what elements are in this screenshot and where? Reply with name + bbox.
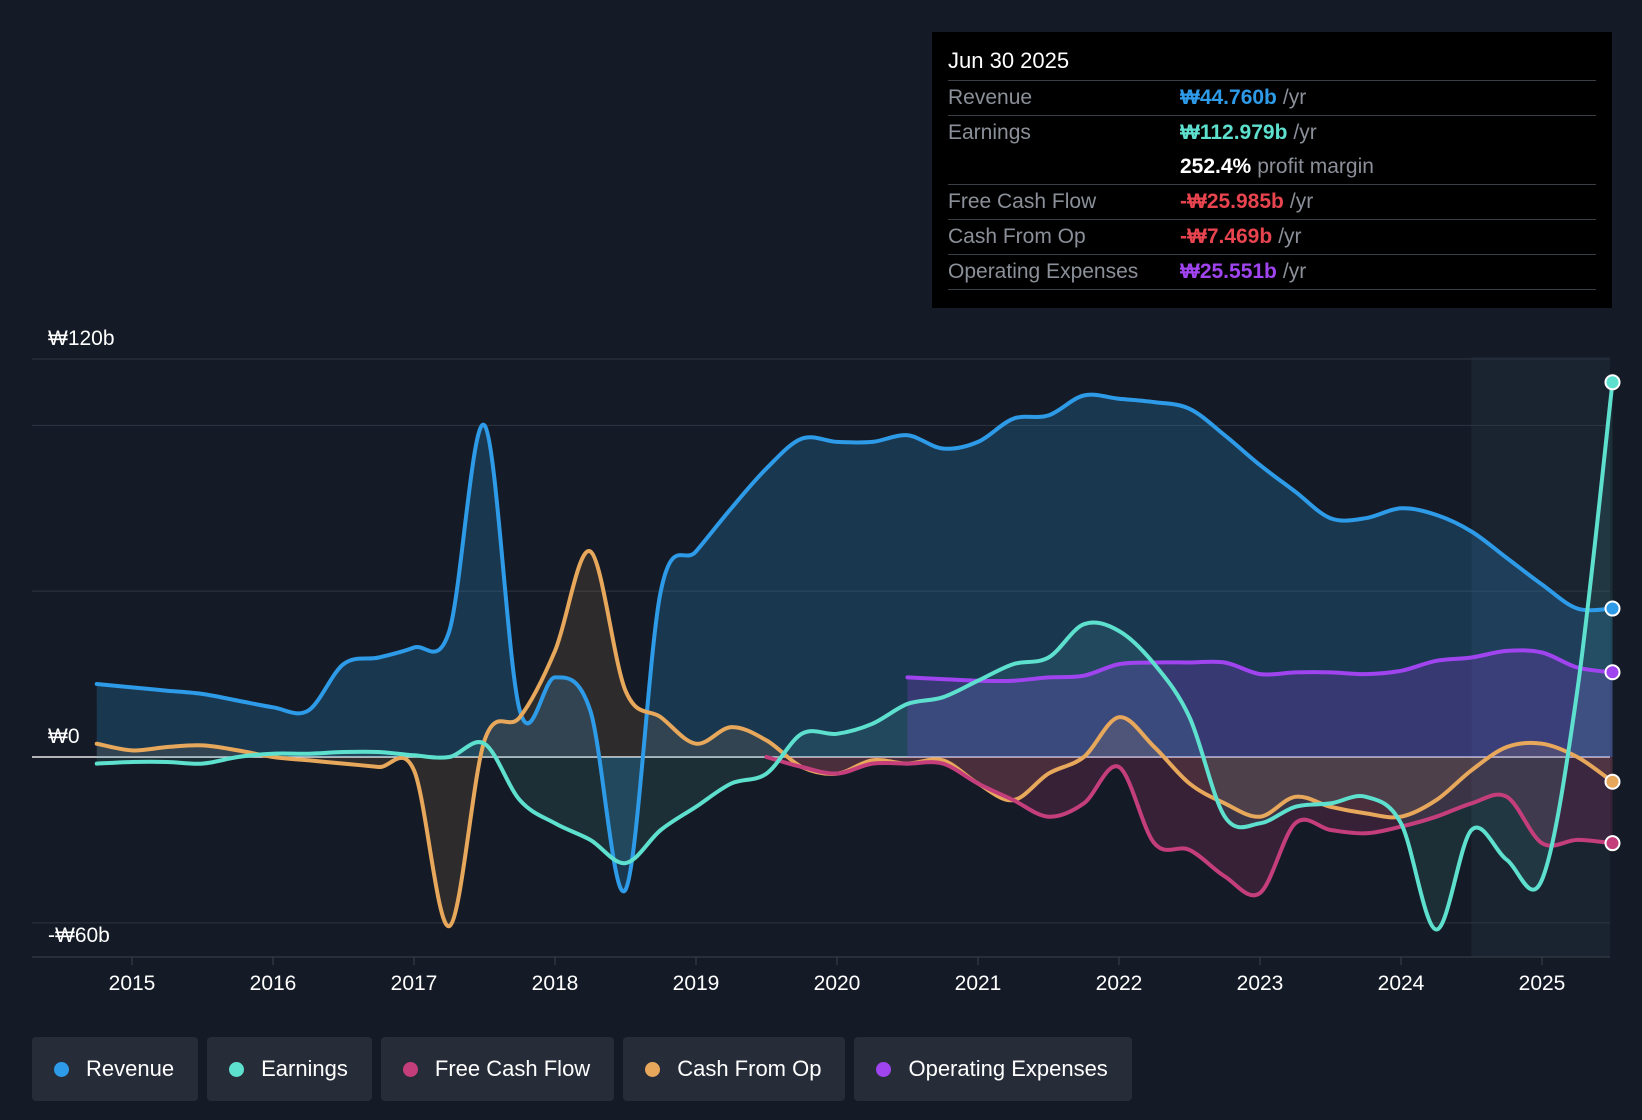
- legend-item-revenue[interactable]: Revenue: [32, 1037, 199, 1101]
- end-dot-cash-from-op: [1604, 773, 1621, 790]
- line-earnings: [94, 380, 1615, 932]
- x-tick-label: 2021: [955, 972, 1002, 995]
- legend-dot-icon: [876, 1061, 892, 1077]
- legend-dot-icon: [645, 1061, 661, 1077]
- tooltip-label: Free Cash Flow: [948, 190, 1097, 213]
- tooltip-row-revenue: Revenue ₩44.760b /yr: [948, 81, 1596, 116]
- tooltip-row-profit-margin: 252.4% profit margin: [948, 150, 1596, 185]
- end-dot-earnings: [1604, 374, 1621, 391]
- series-areas: [96, 382, 1613, 930]
- tooltip-value: 252.4%: [1180, 155, 1252, 178]
- x-tick-label: 2022: [1096, 972, 1143, 995]
- legend-label: Operating Expenses: [908, 1056, 1108, 1081]
- tooltip-row-operating-expenses: Operating Expenses ₩25.551b /yr: [948, 255, 1596, 290]
- x-tick-label: 2017: [391, 972, 438, 995]
- tooltip-value: ₩112.979b: [1180, 121, 1288, 144]
- legend-label: Free Cash Flow: [434, 1056, 591, 1081]
- y-tick-label: -₩60b: [48, 924, 110, 947]
- tooltip-unit: /yr: [1278, 225, 1302, 248]
- area-earnings: [96, 382, 1613, 930]
- y-tick-label: ₩0: [48, 725, 80, 748]
- tooltip-row-earnings: Earnings ₩112.979b /yr: [948, 116, 1596, 150]
- tooltip-label: Earnings: [948, 121, 1031, 144]
- end-dot-operating-expenses: [1604, 664, 1621, 681]
- area-free-cash-flow: [766, 757, 1613, 896]
- x-tick-label: 2025: [1519, 972, 1566, 995]
- end-dot-revenue: [1604, 600, 1621, 617]
- tooltip-value: -₩7.469b: [1180, 225, 1273, 248]
- legend-label: Revenue: [86, 1056, 175, 1081]
- tooltip-value: ₩25.551b: [1180, 260, 1277, 283]
- y-tick-label: ₩120b: [48, 327, 115, 350]
- legend-item-cash-from-op[interactable]: Cash From Op: [623, 1037, 846, 1101]
- tooltip-row-cash-from-op: Cash From Op -₩7.469b /yr: [948, 220, 1596, 255]
- x-tick-label: 2019: [673, 972, 720, 995]
- tooltip-panel: Jun 30 2025 Revenue ₩44.760b /yr Earning…: [932, 32, 1612, 308]
- tooltip-row-free-cash-flow: Free Cash Flow -₩25.985b /yr: [948, 185, 1596, 220]
- tooltip-label: Operating Expenses: [948, 260, 1139, 283]
- x-axis-labels: 2015 2016 2017 2018 2019 2020 2021 2022 2023 2024…: [109, 957, 1566, 995]
- legend-label: Earnings: [261, 1056, 348, 1081]
- tooltip-unit: /yr: [1282, 86, 1307, 109]
- line-revenue: [94, 392, 1615, 894]
- legend-item-free-cash-flow[interactable]: Free Cash Flow: [380, 1037, 615, 1101]
- tooltip-unit: /yr: [1293, 121, 1317, 144]
- legend-label: Cash From Op: [677, 1056, 822, 1081]
- x-tick-label: 2015: [109, 972, 156, 995]
- tooltip-unit: profit margin: [1257, 155, 1374, 178]
- tooltip-value: ₩44.760b: [1180, 86, 1277, 109]
- x-tick-label: 2018: [532, 972, 579, 995]
- series-end-dots: [1604, 374, 1621, 852]
- tooltip-label: Revenue: [948, 86, 1033, 109]
- line-free-cash-flow: [764, 755, 1615, 898]
- tooltip-unit: /yr: [1282, 260, 1307, 283]
- end-dot-free-cash-flow: [1604, 835, 1621, 852]
- chart-legend: Revenue Earnings Free Cash Flow Cash Fro…: [32, 1037, 1141, 1101]
- tooltip-label: Cash From Op: [948, 225, 1086, 248]
- legend-dot-icon: [54, 1061, 69, 1077]
- x-tick-label: 2020: [814, 972, 861, 995]
- gridlines: [32, 358, 1610, 958]
- tooltip-value: -₩25.985b: [1180, 190, 1284, 213]
- forecast-region: [1471, 357, 1610, 957]
- line-operating-expenses: [905, 648, 1615, 684]
- legend-dot-icon: [229, 1061, 245, 1077]
- legend-item-operating-expenses[interactable]: Operating Expenses: [854, 1037, 1132, 1101]
- legend-dot-icon: [402, 1061, 418, 1077]
- series-lines: [94, 380, 1615, 932]
- x-tick-label: 2024: [1378, 972, 1425, 995]
- x-tick-label: 2023: [1237, 972, 1284, 995]
- tooltip-date: Jun 30 2025: [948, 46, 1596, 81]
- x-tick-label: 2016: [250, 972, 297, 995]
- legend-item-earnings[interactable]: Earnings: [207, 1037, 372, 1101]
- tooltip-label: [948, 150, 1180, 184]
- y-axis-labels: ₩120b ₩0 -₩60b: [48, 327, 115, 947]
- tooltip-unit: /yr: [1289, 190, 1314, 213]
- area-revenue: [96, 394, 1613, 892]
